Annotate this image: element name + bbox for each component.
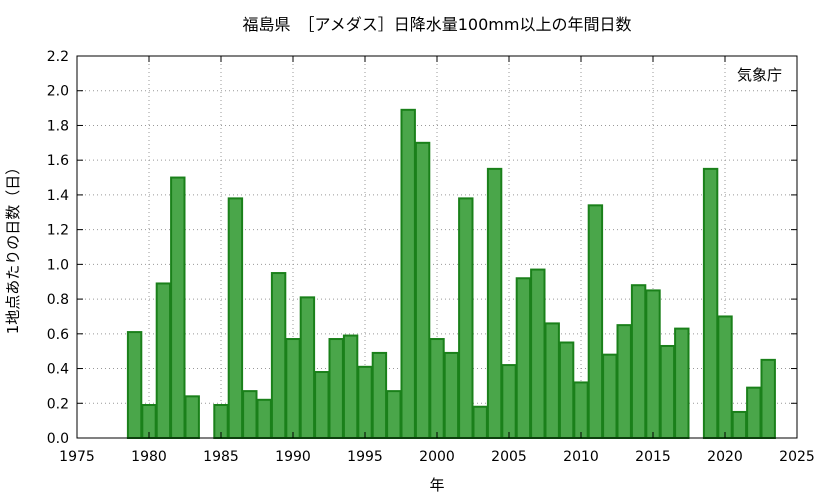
chart-title: 福島県 ［アメダス］日降水量100mm以上の年間日数: [243, 15, 632, 34]
bar-1981: [155, 282, 172, 439]
bar-1992: [314, 371, 330, 440]
x-tick-label: 2015: [635, 449, 671, 465]
y-tick-label: 2.0: [47, 84, 69, 100]
bar-1987: [242, 390, 258, 440]
y-tick-label: 1.4: [47, 188, 69, 204]
bar-1988: [256, 398, 272, 439]
x-tick-labels: 1975 1980 1985 1990 1995 2000 2005 2010 2015 2020…: [59, 449, 815, 465]
y-tick-label: 1.6: [47, 153, 69, 169]
x-tick-label: 2000: [419, 449, 455, 465]
x-tick-label: 1985: [203, 449, 239, 465]
y-tick-label: 1.0: [47, 257, 69, 273]
bar-1979: [126, 331, 143, 439]
x-axis-title: 年: [429, 476, 444, 494]
x-tick-label: 2005: [491, 449, 527, 465]
bar-1993: [328, 338, 344, 440]
bar-2022: [746, 386, 762, 439]
bars: [126, 108, 776, 440]
y-tick-label: 0.0: [47, 431, 69, 447]
bar-2020: [717, 315, 733, 440]
bar-2019: [702, 167, 719, 439]
bar-2011: [587, 204, 604, 439]
bar-1986: [227, 197, 244, 439]
x-tick-label: 1990: [275, 449, 311, 465]
bar-2012: [602, 353, 618, 439]
grid-lines: [77, 56, 797, 438]
bar-2021: [731, 410, 748, 440]
credit-label: 気象庁: [737, 66, 782, 84]
y-tick-label: 2.2: [47, 49, 69, 65]
bar-2008: [544, 322, 560, 439]
bar-1983: [184, 395, 200, 439]
x-tick-label: 2025: [779, 449, 815, 465]
bar-1998: [400, 108, 416, 439]
bar-1996: [371, 351, 388, 439]
y-tick-label: 0.6: [47, 327, 69, 343]
bar-2000: [429, 338, 445, 440]
bar-1990: [285, 338, 301, 440]
bar-2016: [659, 344, 676, 439]
bar-2014: [630, 284, 647, 440]
bar-2005: [501, 364, 517, 439]
bar-2006: [515, 277, 532, 439]
bar-2015: [645, 289, 661, 439]
bar-2023: [760, 358, 776, 440]
axis-ticks: [76, 55, 798, 439]
bar-2010: [573, 381, 589, 440]
bar-1989: [270, 272, 287, 439]
bar-2007: [530, 268, 546, 439]
x-tick-label: 1975: [59, 449, 95, 465]
y-tick-labels: 0.0 0.2 0.4 0.6 0.8 1.0 1.2 1.4 1.6 1.8 2.0 2.2: [47, 49, 69, 447]
bar-2009: [558, 341, 575, 439]
bar-2017: [674, 327, 690, 440]
bar-1997: [386, 390, 402, 440]
bar-1994: [342, 334, 359, 439]
bar-1991: [299, 296, 316, 440]
bar-2004: [486, 167, 503, 439]
x-tick-label: 1995: [347, 449, 383, 465]
bar-2013: [616, 324, 632, 439]
x-tick-label: 2010: [563, 449, 599, 465]
y-tick-label: 0.8: [47, 292, 69, 308]
bar-1999: [414, 141, 431, 439]
bar-2003: [472, 405, 488, 439]
bar-2002: [458, 197, 474, 439]
bar-1995: [357, 365, 373, 439]
bar-1982: [170, 176, 186, 440]
y-tick-label: 0.2: [47, 396, 69, 412]
x-tick-label: 1980: [131, 449, 167, 465]
y-tick-label: 1.2: [47, 223, 69, 239]
y-tick-label: 1.8: [47, 118, 69, 134]
bar-2001: [443, 351, 460, 439]
y-tick-label: 0.4: [47, 362, 69, 378]
y-axis-title: 1地点あたりの日数（日）: [4, 160, 22, 335]
x-tick-label: 2020: [707, 449, 743, 465]
